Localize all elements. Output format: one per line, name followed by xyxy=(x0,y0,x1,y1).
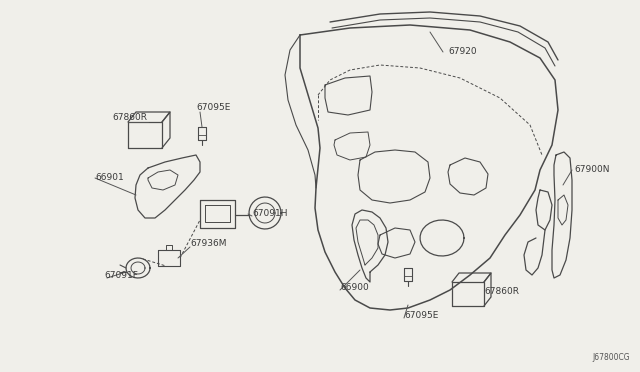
Text: 67091F: 67091F xyxy=(104,270,138,279)
Text: 66900: 66900 xyxy=(340,283,369,292)
Text: 67920: 67920 xyxy=(448,48,477,57)
Text: 67936M: 67936M xyxy=(190,238,227,247)
Text: 67095E: 67095E xyxy=(404,311,438,321)
Text: 66901: 66901 xyxy=(95,173,124,183)
Text: 67860R: 67860R xyxy=(484,288,519,296)
Text: 67091H: 67091H xyxy=(252,208,287,218)
Text: 67900N: 67900N xyxy=(574,166,609,174)
Text: 67095E: 67095E xyxy=(196,103,230,112)
Text: J67800CG: J67800CG xyxy=(593,353,630,362)
Text: 67860R: 67860R xyxy=(112,113,147,122)
